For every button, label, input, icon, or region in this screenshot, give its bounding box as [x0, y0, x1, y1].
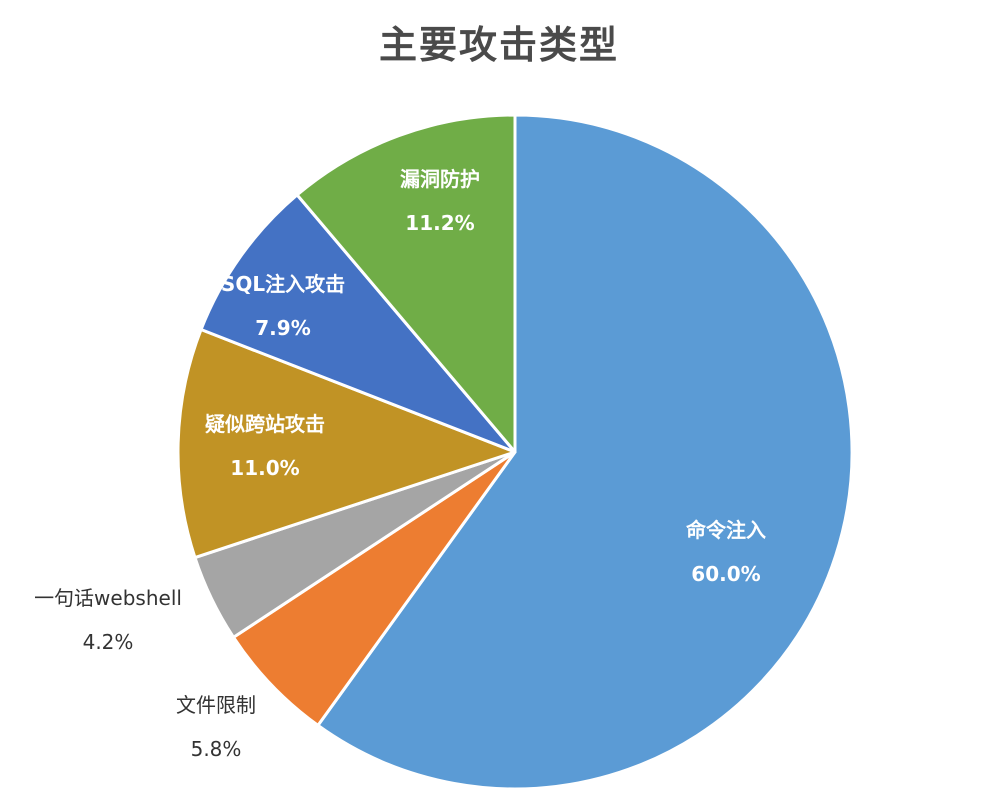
slice-value-label-0: 60.0%	[691, 562, 760, 586]
slice-label-0: 命令注入	[686, 518, 766, 542]
pie-slice-1	[232, 450, 517, 727]
slice-label-5: 漏洞防护	[400, 167, 480, 191]
pie-slice-3	[176, 328, 517, 560]
pie-slice-5	[295, 113, 517, 454]
pie-slice-0	[316, 113, 854, 791]
slice-value-label-1: 5.8%	[191, 737, 242, 761]
slice-value-label-2: 4.2%	[83, 630, 134, 654]
slice-label-2: 一句话webshell	[34, 586, 182, 610]
slice-value-label-5: 11.2%	[405, 211, 474, 235]
slice-value-label-4: 7.9%	[255, 316, 310, 340]
chart-title: 主要攻击类型	[378, 23, 619, 67]
pie-slice-4	[199, 193, 517, 454]
slice-label-4: SQL注入攻击	[221, 272, 345, 296]
slice-label-1: 文件限制	[176, 693, 256, 717]
slice-label-3: 疑似跨站攻击	[205, 412, 325, 436]
slice-value-label-3: 11.0%	[230, 456, 299, 480]
